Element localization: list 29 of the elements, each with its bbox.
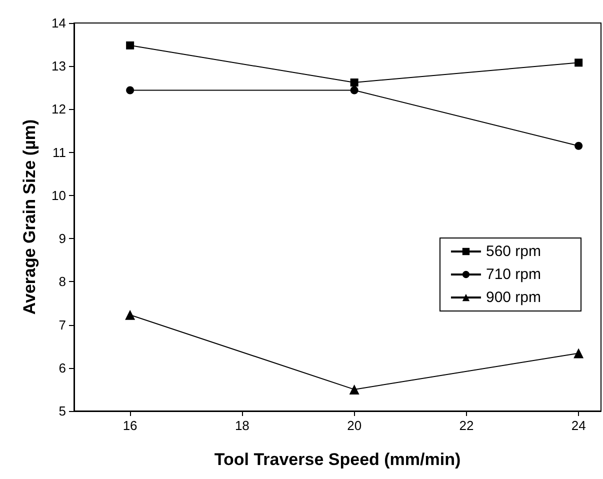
- point: [350, 86, 358, 94]
- y-tick-label: 6: [58, 360, 66, 376]
- x-tick-label: 24: [571, 418, 586, 433]
- point: [125, 310, 136, 320]
- y-tick-label: 5: [58, 404, 66, 418]
- x-tick-label: 16: [122, 418, 138, 433]
- y-tick-label: 14: [52, 16, 66, 30]
- legend-label: 560 rpm: [486, 243, 542, 260]
- point: [574, 58, 583, 67]
- y-tick-label: 9: [58, 231, 66, 246]
- y-tick-label: 7: [58, 317, 66, 332]
- point: [574, 142, 583, 150]
- x-tick-label: 20: [347, 418, 362, 433]
- y-axis-title: Average Grain Size (µm): [20, 119, 39, 315]
- point: [126, 86, 134, 94]
- x-axis-title: Tool Traverse Speed (mm/min): [214, 450, 461, 469]
- legend-label: 710 rpm: [486, 266, 542, 283]
- legend-label: 900 rpm: [486, 289, 542, 306]
- y-tick-label: 11: [52, 144, 66, 160]
- y-tick-label: 13: [52, 58, 66, 74]
- point: [350, 78, 358, 86]
- y-tick-label: 12: [52, 102, 66, 117]
- point: [574, 348, 584, 358]
- x-tick-label: 18: [234, 418, 250, 433]
- point: [126, 41, 134, 50]
- y-tick-label: 8: [58, 274, 66, 290]
- y-tick-label: 10: [52, 188, 66, 203]
- point: [349, 384, 360, 394]
- x-tick-label: 22: [459, 418, 474, 433]
